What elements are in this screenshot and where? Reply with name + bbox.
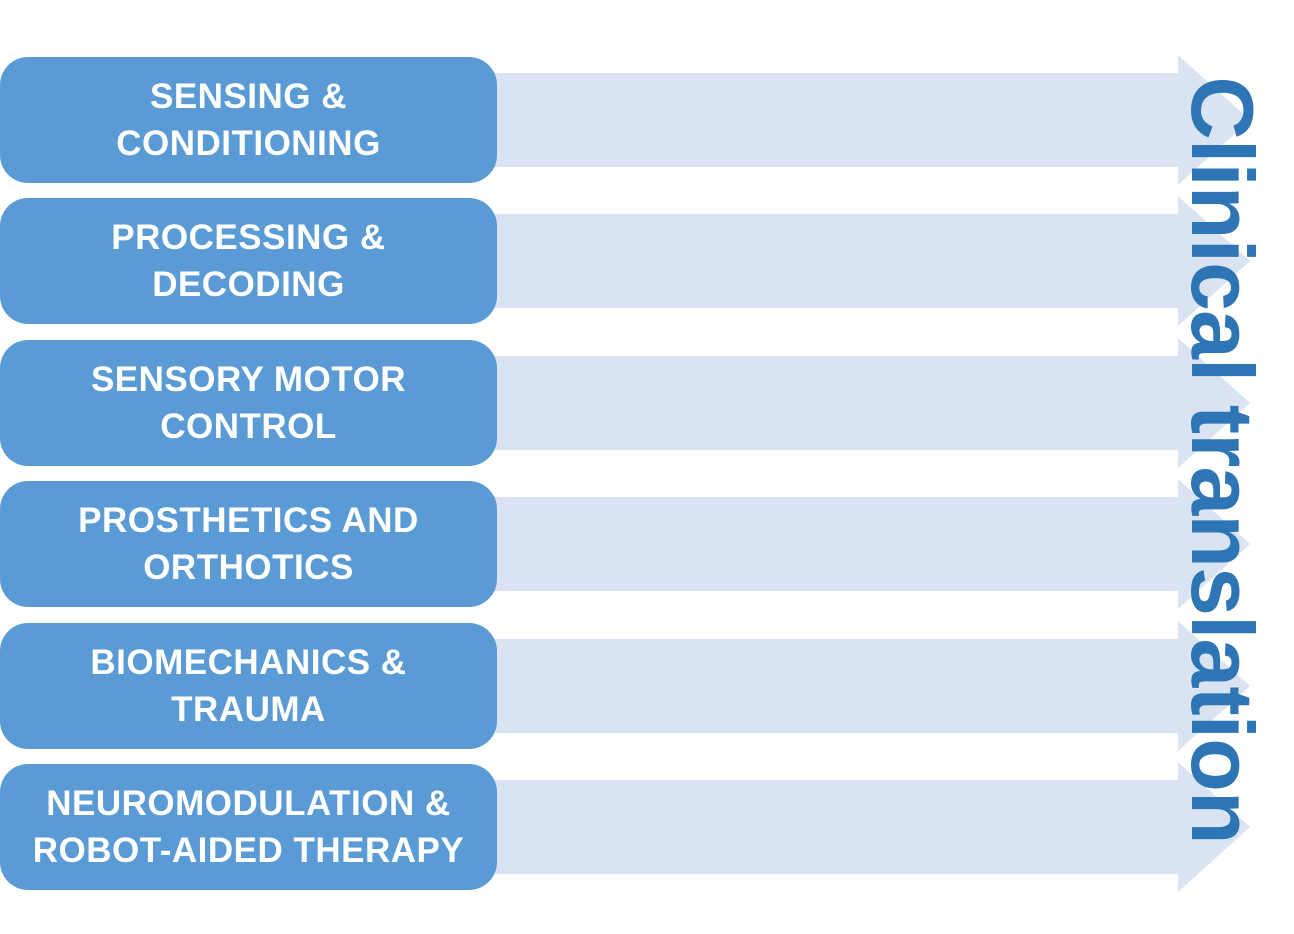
stage-label-line2: ROBOT-AIDED THERAPY — [32, 831, 465, 870]
stage-label-line2: ORTHOTICS — [143, 548, 354, 587]
arrow-head-icon — [1178, 479, 1250, 609]
stage-box-processing: PROCESSING & DECODING — [0, 198, 497, 324]
stage-row-neuromodulation: NEUROMODULATION & ROBOT-AIDED THERAPY — [0, 762, 1294, 892]
stage-label-line2: DECODING — [152, 265, 345, 304]
stage-label-line1: SENSORY MOTOR — [90, 360, 407, 399]
stage-row-sensory-motor: SENSORY MOTOR CONTROL — [0, 338, 1294, 468]
stage-label-line2: CONDITIONING — [116, 124, 381, 163]
stage-label-line2: CONTROL — [160, 407, 337, 446]
arrow-head-icon — [1178, 621, 1250, 751]
stage-row-biomechanics: BIOMECHANICS & TRAUMA — [0, 621, 1294, 751]
arrow-head-icon — [1178, 55, 1250, 185]
stage-box-neuromodulation: NEUROMODULATION & ROBOT-AIDED THERAPY — [0, 764, 497, 890]
arrow-shaft — [490, 356, 1178, 450]
stage-box-prosthetics: PROSTHETICS AND ORTHOTICS — [0, 481, 497, 607]
arrow-shaft — [490, 639, 1178, 733]
stage-label-line2: TRAUMA — [171, 690, 326, 729]
arrow-head-icon — [1178, 762, 1250, 892]
stage-row-prosthetics: PROSTHETICS AND ORTHOTICS — [0, 479, 1294, 609]
arrow-shaft — [490, 780, 1178, 874]
stage-row-processing: PROCESSING & DECODING — [0, 196, 1294, 326]
stage-label-line1: NEUROMODULATION & — [46, 784, 451, 823]
stage-box-sensing: SENSING & CONDITIONING — [0, 57, 497, 183]
stage-label-line1: PROSTHETICS AND — [78, 501, 419, 540]
clinical-translation-label: Clinical translation — [1173, 76, 1272, 844]
stage-box-biomechanics: BIOMECHANICS & TRAUMA — [0, 623, 497, 749]
arrow-shaft — [490, 497, 1178, 591]
arrow-shaft — [490, 214, 1178, 308]
stage-label-line1: PROCESSING & — [111, 218, 386, 257]
arrow-shaft — [490, 73, 1178, 167]
stage-row-sensing: SENSING & CONDITIONING — [0, 55, 1294, 185]
stage-label-line1: SENSING & — [149, 77, 348, 116]
arrow-head-icon — [1178, 338, 1250, 468]
stage-label-line1: BIOMECHANICS & — [90, 643, 407, 682]
stage-box-sensory-motor: SENSORY MOTOR CONTROL — [0, 340, 497, 466]
arrow-head-icon — [1178, 196, 1250, 326]
